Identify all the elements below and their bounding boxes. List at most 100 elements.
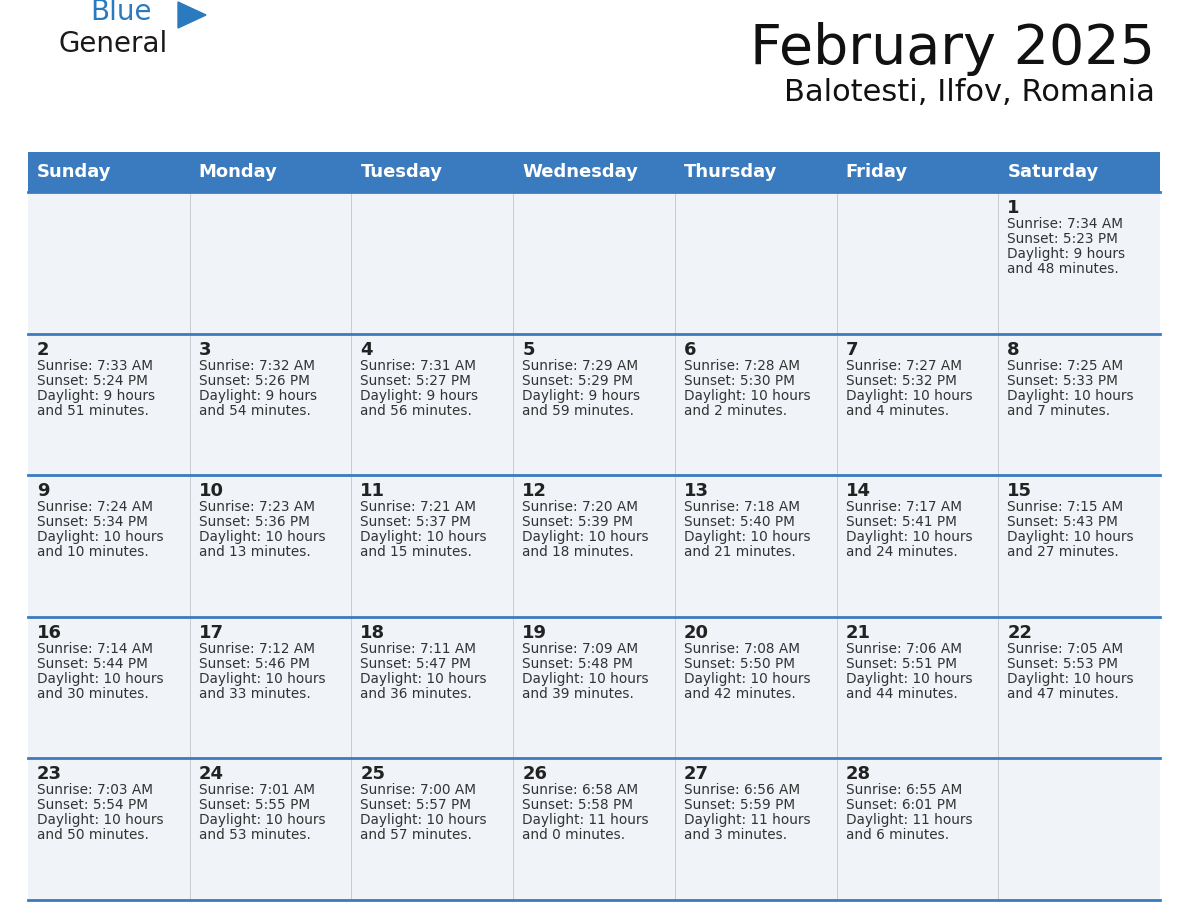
Text: Daylight: 9 hours: Daylight: 9 hours: [360, 388, 479, 403]
Text: Blue: Blue: [90, 0, 152, 26]
Text: and 54 minutes.: and 54 minutes.: [198, 404, 310, 418]
Text: Monday: Monday: [198, 163, 278, 181]
Text: Daylight: 10 hours: Daylight: 10 hours: [684, 388, 810, 403]
Text: and 13 minutes.: and 13 minutes.: [198, 545, 310, 559]
Text: Sunset: 5:57 PM: Sunset: 5:57 PM: [360, 799, 472, 812]
Text: Daylight: 10 hours: Daylight: 10 hours: [846, 672, 972, 686]
Text: Daylight: 10 hours: Daylight: 10 hours: [198, 531, 326, 544]
Bar: [675, 758, 836, 900]
Text: Sunset: 5:36 PM: Sunset: 5:36 PM: [198, 515, 310, 529]
Text: and 39 minutes.: and 39 minutes.: [523, 687, 634, 700]
Text: Sunrise: 7:05 AM: Sunrise: 7:05 AM: [1007, 642, 1124, 655]
Text: and 10 minutes.: and 10 minutes.: [37, 545, 148, 559]
Text: Sunrise: 7:00 AM: Sunrise: 7:00 AM: [360, 783, 476, 798]
Text: February 2025: February 2025: [750, 22, 1155, 76]
Text: Sunrise: 7:03 AM: Sunrise: 7:03 AM: [37, 783, 153, 798]
Text: 17: 17: [198, 624, 223, 642]
Text: 11: 11: [360, 482, 385, 500]
Bar: [675, 476, 836, 617]
Text: and 6 minutes.: and 6 minutes.: [846, 828, 949, 843]
Text: Daylight: 10 hours: Daylight: 10 hours: [1007, 531, 1133, 544]
Bar: [29, 476, 190, 617]
Text: Balotesti, Ilfov, Romania: Balotesti, Ilfov, Romania: [784, 78, 1155, 107]
Text: and 24 minutes.: and 24 minutes.: [846, 545, 958, 559]
Text: Sunset: 5:55 PM: Sunset: 5:55 PM: [198, 799, 310, 812]
Bar: [190, 192, 352, 333]
Text: Sunset: 5:26 PM: Sunset: 5:26 PM: [198, 374, 310, 387]
Text: Daylight: 11 hours: Daylight: 11 hours: [523, 813, 649, 827]
Text: Daylight: 10 hours: Daylight: 10 hours: [684, 672, 810, 686]
Text: 26: 26: [523, 766, 548, 783]
Text: Sunrise: 7:25 AM: Sunrise: 7:25 AM: [1007, 359, 1124, 373]
Text: Daylight: 10 hours: Daylight: 10 hours: [523, 531, 649, 544]
Bar: [352, 192, 513, 333]
Bar: [675, 333, 836, 476]
Text: 8: 8: [1007, 341, 1020, 359]
Text: 12: 12: [523, 482, 548, 500]
Text: Daylight: 10 hours: Daylight: 10 hours: [37, 531, 164, 544]
Text: 22: 22: [1007, 624, 1032, 642]
Text: and 51 minutes.: and 51 minutes.: [37, 404, 148, 418]
Text: Sunset: 5:51 PM: Sunset: 5:51 PM: [846, 656, 956, 671]
Text: and 48 minutes.: and 48 minutes.: [1007, 262, 1119, 276]
Text: Sunset: 5:30 PM: Sunset: 5:30 PM: [684, 374, 795, 387]
Text: 5: 5: [523, 341, 535, 359]
Text: Sunrise: 7:08 AM: Sunrise: 7:08 AM: [684, 642, 800, 655]
Text: 21: 21: [846, 624, 871, 642]
Text: Saturday: Saturday: [1007, 163, 1099, 181]
Text: and 36 minutes.: and 36 minutes.: [360, 687, 472, 700]
Bar: [998, 617, 1159, 758]
Text: 18: 18: [360, 624, 386, 642]
Text: 9: 9: [37, 482, 50, 500]
Text: and 7 minutes.: and 7 minutes.: [1007, 404, 1111, 418]
Text: 4: 4: [360, 341, 373, 359]
Text: Thursday: Thursday: [684, 163, 777, 181]
Text: Sunrise: 7:09 AM: Sunrise: 7:09 AM: [523, 642, 638, 655]
Bar: [836, 758, 998, 900]
Text: Sunrise: 7:31 AM: Sunrise: 7:31 AM: [360, 359, 476, 373]
Text: and 42 minutes.: and 42 minutes.: [684, 687, 796, 700]
Bar: [998, 476, 1159, 617]
Text: Daylight: 10 hours: Daylight: 10 hours: [846, 388, 972, 403]
Text: and 0 minutes.: and 0 minutes.: [523, 828, 625, 843]
Text: and 33 minutes.: and 33 minutes.: [198, 687, 310, 700]
Text: Sunrise: 7:28 AM: Sunrise: 7:28 AM: [684, 359, 800, 373]
Text: and 53 minutes.: and 53 minutes.: [198, 828, 310, 843]
Text: 15: 15: [1007, 482, 1032, 500]
Bar: [29, 758, 190, 900]
Bar: [352, 333, 513, 476]
Text: Sunrise: 7:29 AM: Sunrise: 7:29 AM: [523, 359, 638, 373]
Bar: [836, 617, 998, 758]
Text: Sunrise: 7:15 AM: Sunrise: 7:15 AM: [1007, 500, 1124, 514]
Text: Sunset: 5:33 PM: Sunset: 5:33 PM: [1007, 374, 1118, 387]
Text: Sunset: 5:54 PM: Sunset: 5:54 PM: [37, 799, 148, 812]
Text: and 30 minutes.: and 30 minutes.: [37, 687, 148, 700]
Text: and 2 minutes.: and 2 minutes.: [684, 404, 786, 418]
Text: and 56 minutes.: and 56 minutes.: [360, 404, 473, 418]
Text: Sunset: 5:24 PM: Sunset: 5:24 PM: [37, 374, 147, 387]
Text: Daylight: 9 hours: Daylight: 9 hours: [1007, 247, 1125, 261]
Text: Daylight: 10 hours: Daylight: 10 hours: [684, 531, 810, 544]
Bar: [190, 758, 352, 900]
Text: Daylight: 9 hours: Daylight: 9 hours: [523, 388, 640, 403]
Polygon shape: [178, 2, 206, 28]
Text: Sunrise: 6:58 AM: Sunrise: 6:58 AM: [523, 783, 638, 798]
Text: 14: 14: [846, 482, 871, 500]
Text: Sunset: 5:50 PM: Sunset: 5:50 PM: [684, 656, 795, 671]
Text: Sunrise: 7:14 AM: Sunrise: 7:14 AM: [37, 642, 153, 655]
Bar: [352, 476, 513, 617]
Text: Sunset: 5:39 PM: Sunset: 5:39 PM: [523, 515, 633, 529]
Bar: [836, 476, 998, 617]
Text: Sunrise: 7:01 AM: Sunrise: 7:01 AM: [198, 783, 315, 798]
Text: and 18 minutes.: and 18 minutes.: [523, 545, 634, 559]
Text: Sunrise: 7:32 AM: Sunrise: 7:32 AM: [198, 359, 315, 373]
Text: Sunrise: 7:34 AM: Sunrise: 7:34 AM: [1007, 217, 1124, 231]
Bar: [513, 476, 675, 617]
Text: Daylight: 10 hours: Daylight: 10 hours: [198, 813, 326, 827]
Bar: [998, 333, 1159, 476]
Text: Daylight: 10 hours: Daylight: 10 hours: [1007, 672, 1133, 686]
Bar: [836, 192, 998, 333]
Text: Sunset: 5:44 PM: Sunset: 5:44 PM: [37, 656, 147, 671]
Text: Sunrise: 6:55 AM: Sunrise: 6:55 AM: [846, 783, 962, 798]
Text: Sunset: 5:27 PM: Sunset: 5:27 PM: [360, 374, 472, 387]
